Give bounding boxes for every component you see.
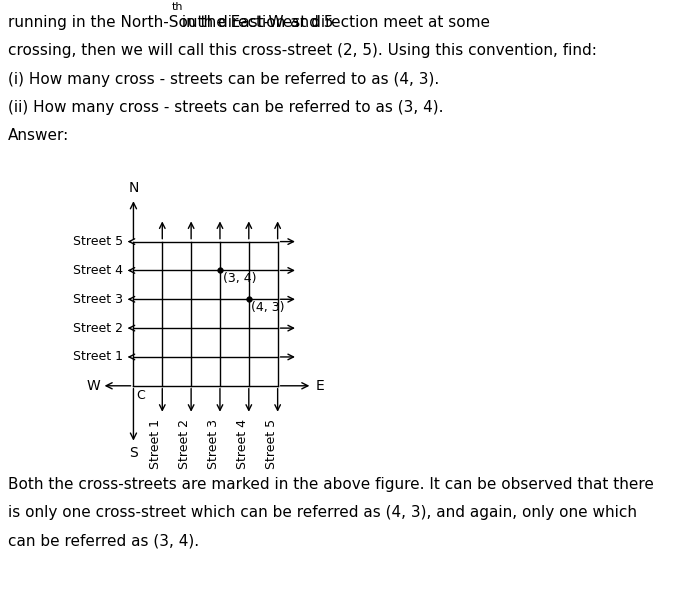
Text: (i) How many cross - streets can be referred to as (4, 3).: (i) How many cross - streets can be refe… [8, 72, 439, 87]
Text: can be referred as (3, 4).: can be referred as (3, 4). [8, 534, 199, 549]
Text: Street 4: Street 4 [236, 419, 249, 469]
Text: C: C [136, 390, 144, 402]
Text: Both the cross-streets are marked in the above figure. It can be observed that t: Both the cross-streets are marked in the… [8, 477, 654, 492]
Text: Street 3: Street 3 [73, 293, 123, 306]
Text: (4, 3): (4, 3) [251, 301, 284, 314]
Text: W: W [87, 379, 100, 393]
Text: Street 5: Street 5 [265, 419, 278, 469]
Text: Street 2: Street 2 [73, 321, 123, 335]
Text: (ii) How many cross - streets can be referred to as (3, 4).: (ii) How many cross - streets can be ref… [8, 100, 443, 115]
Text: Street 2: Street 2 [178, 419, 191, 469]
Text: Street 1: Street 1 [150, 419, 162, 469]
Text: E: E [315, 379, 324, 393]
Text: S: S [129, 446, 138, 460]
Text: Street 5: Street 5 [73, 235, 123, 248]
Text: in the East-West direction meet at some: in the East-West direction meet at some [177, 15, 490, 30]
Text: Street 1: Street 1 [73, 350, 123, 364]
Text: running in the North-South direction and 5: running in the North-South direction and… [8, 15, 334, 30]
Text: Street 4: Street 4 [73, 264, 123, 277]
Text: Answer:: Answer: [8, 128, 69, 144]
Text: (3, 4): (3, 4) [223, 272, 257, 285]
Text: Street 3: Street 3 [207, 419, 220, 469]
Text: N: N [128, 182, 139, 195]
Text: crossing, then we will call this cross-street (2, 5). Using this convention, fin: crossing, then we will call this cross-s… [8, 43, 597, 58]
Text: th: th [172, 2, 183, 12]
Text: is only one cross-street which can be referred as (4, 3), and again, only one wh: is only one cross-street which can be re… [8, 505, 637, 520]
